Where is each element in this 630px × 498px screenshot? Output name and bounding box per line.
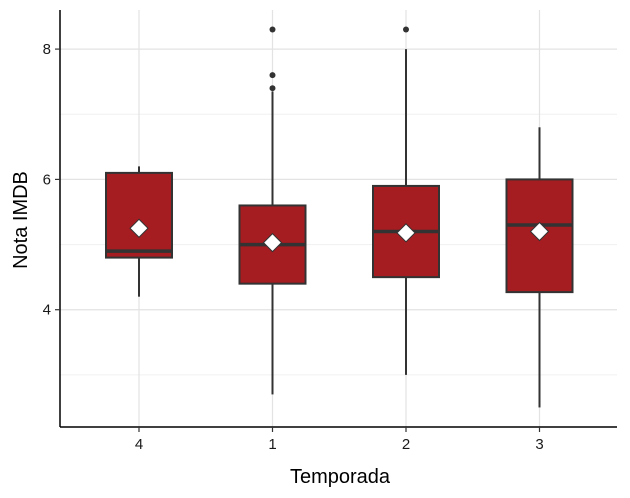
y-axis-title: Nota IMDB: [10, 171, 32, 269]
x-tick-label: 4: [135, 436, 143, 453]
mean-marker: [396, 223, 416, 243]
y-tick-label: 6: [43, 171, 51, 188]
outlier-point: [269, 85, 276, 92]
box-3: [505, 127, 574, 408]
axes: 4 6 8 4 1 2 3: [43, 10, 617, 453]
x-axis-title: Temporada: [290, 466, 391, 488]
x-tick-label: 1: [268, 436, 276, 453]
y-tick-label: 4: [43, 302, 51, 319]
box-1: [238, 26, 307, 395]
mean-marker: [529, 221, 550, 242]
x-tick-label: 3: [535, 436, 543, 453]
box-body: [105, 171, 173, 259]
outlier-point: [403, 26, 409, 33]
boxes: [105, 26, 574, 408]
box-2: [372, 26, 440, 375]
outlier-point: [269, 26, 276, 33]
box-body: [505, 178, 574, 294]
outlier-point: [269, 72, 276, 79]
mean-marker: [262, 232, 283, 253]
box-4: [105, 166, 173, 297]
mean-marker: [129, 218, 149, 238]
y-tick-label: 8: [43, 41, 51, 58]
x-tick-label: 2: [402, 436, 410, 453]
